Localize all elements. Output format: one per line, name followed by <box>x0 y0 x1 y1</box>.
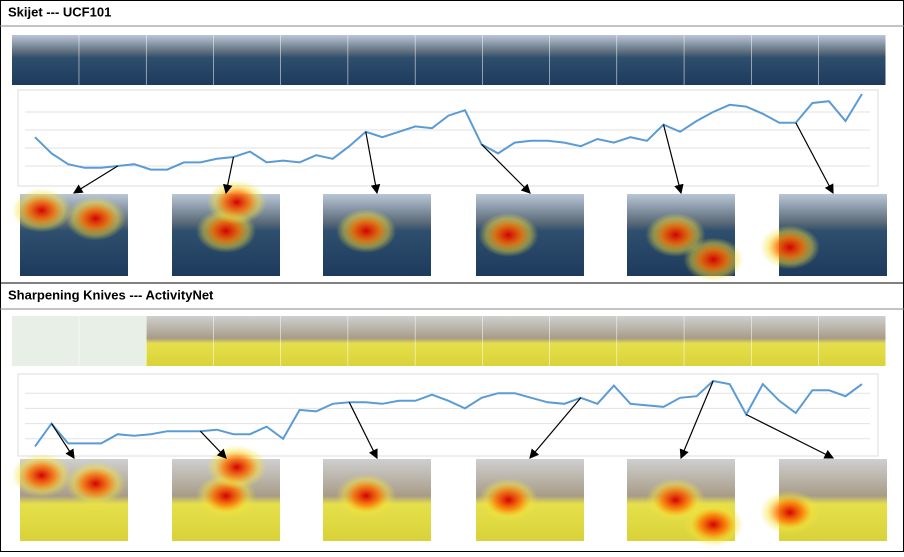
video-frame <box>818 316 886 366</box>
video-frame <box>818 35 886 85</box>
arrow <box>662 124 684 195</box>
video-frame <box>482 316 550 366</box>
arrow <box>365 131 381 195</box>
arrow <box>348 402 378 460</box>
heat-spot <box>683 237 744 282</box>
heat-spot <box>206 180 267 225</box>
video-frame <box>415 35 483 85</box>
video-frame <box>684 316 752 366</box>
video-frame <box>280 316 348 366</box>
panel-title: Skijet --- UCF101 <box>8 4 111 19</box>
arrow <box>199 430 227 459</box>
heat-spot <box>206 445 267 490</box>
video-frame <box>549 35 617 85</box>
arrow <box>72 165 119 194</box>
heat-spot <box>759 225 820 270</box>
heat-spot <box>478 478 539 522</box>
arrow <box>223 156 235 195</box>
chart-frame <box>17 89 879 187</box>
video-frame <box>549 316 617 366</box>
video-frame <box>348 35 415 85</box>
video-frame <box>751 316 819 366</box>
heat-spot <box>759 490 820 535</box>
video-frame <box>12 35 79 85</box>
heat-spot <box>65 461 126 506</box>
arrow <box>795 122 834 195</box>
panel-title: Sharpening Knives --- ActivityNet <box>8 287 214 302</box>
video-frame <box>213 316 281 366</box>
heat-spot <box>11 453 72 498</box>
heat-spot <box>65 196 126 241</box>
video-frame <box>12 316 79 366</box>
heat-spot <box>11 188 72 233</box>
arrow <box>745 413 835 459</box>
heat-spot <box>336 208 397 253</box>
arrow <box>51 423 75 460</box>
chart-frame <box>17 373 879 457</box>
video-frame <box>617 316 684 366</box>
arrow <box>529 397 582 459</box>
heat-spot <box>336 473 397 518</box>
video-frame <box>482 35 550 85</box>
video-frame <box>348 316 415 366</box>
heat-spot <box>683 502 744 547</box>
line-series <box>34 93 863 171</box>
video-frame <box>146 316 214 366</box>
video-frame <box>146 35 214 85</box>
line-series <box>34 379 863 447</box>
arrow <box>679 380 714 460</box>
video-frame <box>684 35 752 85</box>
video-frame <box>751 35 819 85</box>
video-frame <box>79 316 146 366</box>
arrow <box>481 143 531 194</box>
video-frame <box>415 316 483 366</box>
heat-spot <box>478 213 539 257</box>
video-frame <box>79 35 146 85</box>
video-frame <box>280 35 348 85</box>
video-frame <box>617 35 684 85</box>
video-frame <box>213 35 281 85</box>
